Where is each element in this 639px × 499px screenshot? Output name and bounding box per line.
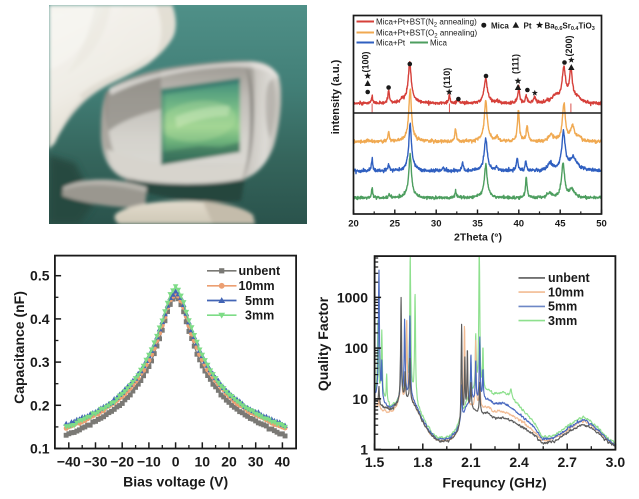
svg-text:−40: −40 — [57, 454, 81, 470]
svg-text:2.4: 2.4 — [509, 454, 529, 470]
svg-text:−30: −30 — [84, 454, 108, 470]
svg-text:20: 20 — [221, 454, 237, 470]
svg-text:2.1: 2.1 — [461, 454, 481, 470]
svg-text:2Theta (°): 2Theta (°) — [454, 232, 502, 244]
svg-text:2.7: 2.7 — [557, 454, 577, 470]
svg-text:30: 30 — [248, 454, 264, 470]
svg-text:20: 20 — [348, 219, 359, 230]
svg-text:0.5: 0.5 — [30, 268, 50, 284]
svg-text:10: 10 — [352, 391, 368, 407]
svg-text:Pt: Pt — [524, 21, 532, 30]
svg-text:25: 25 — [390, 219, 401, 230]
svg-text:−10: −10 — [137, 454, 161, 470]
svg-text:45: 45 — [555, 219, 566, 230]
svg-text:Quality Factor: Quality Factor — [315, 296, 331, 391]
svg-text:35: 35 — [472, 219, 483, 230]
svg-text:5mm: 5mm — [245, 294, 274, 308]
svg-text:Capacitance (nF): Capacitance (nF) — [11, 291, 27, 404]
svg-text:3mm: 3mm — [245, 309, 274, 323]
svg-text:0: 0 — [172, 454, 180, 470]
svg-text:(100): (100) — [360, 51, 370, 72]
svg-text:10mm: 10mm — [548, 285, 584, 299]
svg-text:10mm: 10mm — [239, 279, 275, 293]
svg-text:40: 40 — [514, 219, 525, 230]
svg-text:0.4: 0.4 — [30, 311, 50, 327]
svg-text:40: 40 — [275, 454, 291, 470]
svg-text:unbent: unbent — [548, 271, 590, 285]
svg-text:Mica+Pt: Mica+Pt — [376, 39, 406, 48]
svg-text:3mm: 3mm — [548, 314, 577, 328]
svg-text:−20: −20 — [110, 454, 134, 470]
svg-text:3.0: 3.0 — [606, 454, 626, 470]
svg-text:10: 10 — [195, 454, 211, 470]
svg-text:30: 30 — [431, 219, 442, 230]
svg-text:0.3: 0.3 — [30, 354, 50, 370]
svg-text:Mica: Mica — [491, 21, 509, 30]
svg-text:5mm: 5mm — [548, 300, 577, 314]
svg-text:(200): (200) — [564, 35, 574, 56]
svg-text:Mica: Mica — [430, 39, 447, 48]
svg-text:Frequncy (GHz): Frequncy (GHz) — [442, 475, 546, 491]
svg-text:Ba0.6Sr0.4TiO3: Ba0.6Sr0.4TiO3 — [545, 21, 595, 32]
svg-text:0.2: 0.2 — [30, 397, 50, 413]
svg-text:(110): (110) — [442, 68, 452, 89]
svg-text:unbent: unbent — [239, 264, 281, 278]
svg-text:Mica+Pt+BST(O2 annealing): Mica+Pt+BST(O2 annealing) — [376, 29, 478, 40]
svg-text:1: 1 — [360, 441, 368, 457]
svg-text:0.1: 0.1 — [30, 441, 50, 457]
svg-text:(111): (111) — [511, 54, 521, 74]
svg-text:1.5: 1.5 — [365, 454, 385, 470]
svg-text:50: 50 — [596, 219, 607, 230]
svg-text:100: 100 — [345, 340, 369, 356]
svg-text:Mica+Pt+BST(N2 annealing): Mica+Pt+BST(N2 annealing) — [376, 18, 477, 29]
svg-text:intensity (a.u.): intensity (a.u.) — [330, 59, 342, 134]
svg-text:1000: 1000 — [337, 289, 368, 305]
svg-text:1.8: 1.8 — [413, 454, 433, 470]
svg-text:Bias voltage (V): Bias voltage (V) — [123, 474, 228, 490]
